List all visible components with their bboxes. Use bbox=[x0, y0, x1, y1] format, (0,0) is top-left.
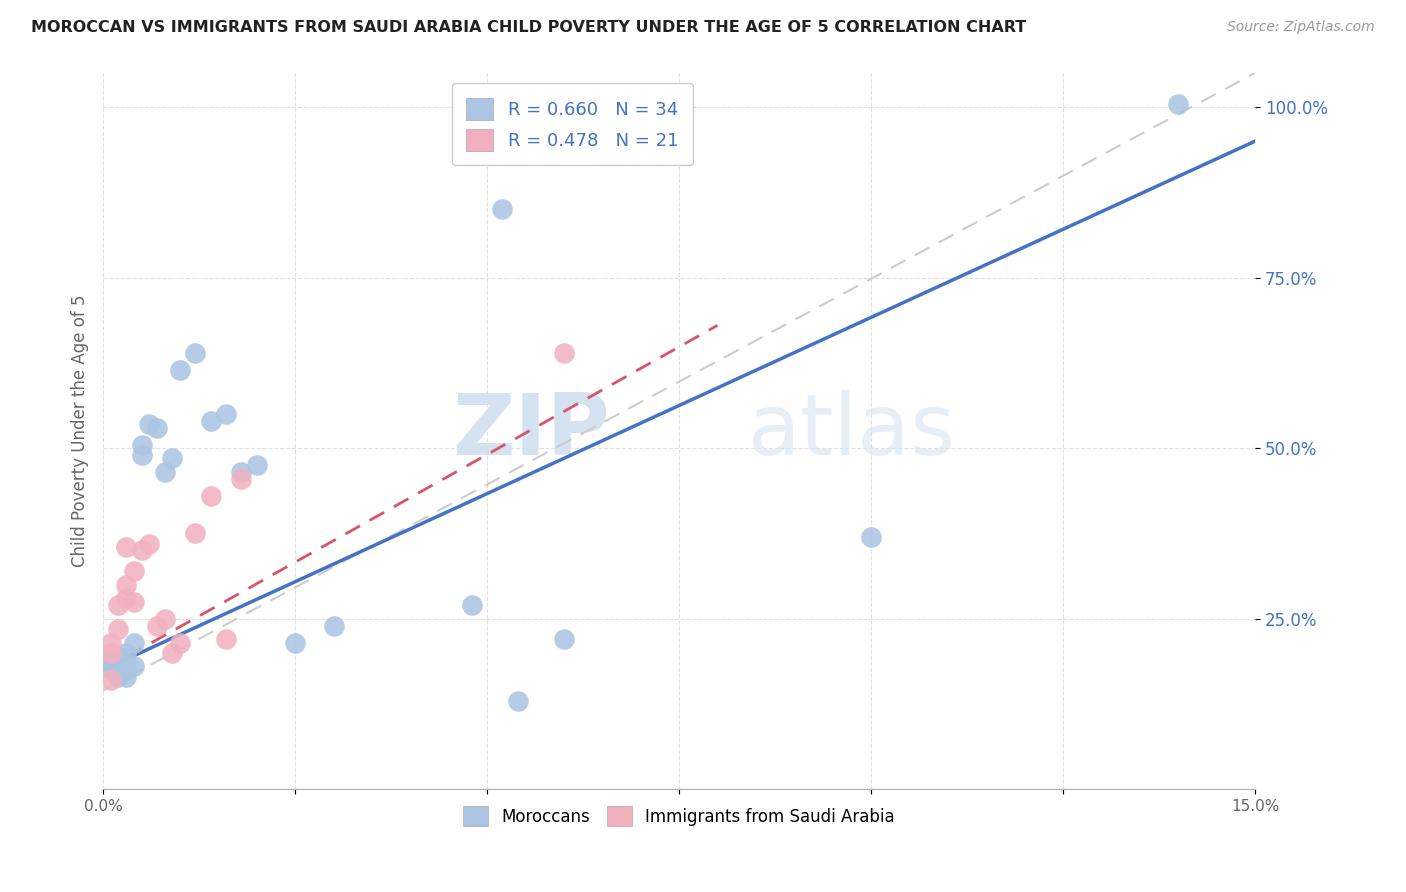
Point bbox=[231, 472, 253, 486]
Point bbox=[100, 646, 122, 660]
Point bbox=[553, 632, 575, 647]
Point bbox=[131, 448, 153, 462]
Point bbox=[107, 598, 129, 612]
Point bbox=[122, 594, 145, 608]
Point bbox=[553, 345, 575, 359]
Point bbox=[122, 635, 145, 649]
Point bbox=[100, 673, 122, 687]
Point bbox=[107, 622, 129, 636]
Legend: Moroccans, Immigrants from Saudi Arabia: Moroccans, Immigrants from Saudi Arabia bbox=[456, 797, 903, 835]
Point bbox=[100, 635, 122, 649]
Point bbox=[169, 362, 191, 376]
Point bbox=[138, 417, 160, 432]
Point bbox=[115, 670, 138, 684]
Point bbox=[215, 407, 238, 421]
Point bbox=[115, 577, 138, 591]
Text: Source: ZipAtlas.com: Source: ZipAtlas.com bbox=[1227, 20, 1375, 34]
Point bbox=[138, 536, 160, 550]
Point bbox=[100, 656, 122, 670]
Point bbox=[100, 652, 122, 666]
Point bbox=[153, 612, 176, 626]
Y-axis label: Child Poverty Under the Age of 5: Child Poverty Under the Age of 5 bbox=[72, 295, 89, 567]
Point bbox=[215, 632, 238, 647]
Point bbox=[200, 414, 222, 428]
Point bbox=[122, 564, 145, 578]
Point bbox=[184, 526, 207, 541]
Point bbox=[107, 663, 129, 677]
Point bbox=[100, 663, 122, 677]
Point bbox=[1167, 96, 1189, 111]
Point bbox=[506, 693, 529, 707]
Point bbox=[162, 451, 184, 466]
Point bbox=[491, 202, 513, 217]
Point bbox=[153, 465, 176, 479]
Text: ZIP: ZIP bbox=[453, 390, 610, 473]
Point bbox=[115, 591, 138, 606]
Point bbox=[169, 635, 191, 649]
Point bbox=[162, 646, 184, 660]
Point bbox=[146, 618, 169, 632]
Point bbox=[284, 635, 307, 649]
Text: MOROCCAN VS IMMIGRANTS FROM SAUDI ARABIA CHILD POVERTY UNDER THE AGE OF 5 CORREL: MOROCCAN VS IMMIGRANTS FROM SAUDI ARABIA… bbox=[31, 20, 1026, 35]
Point bbox=[231, 465, 253, 479]
Point bbox=[860, 530, 883, 544]
Point bbox=[107, 670, 129, 684]
Point bbox=[246, 458, 269, 473]
Point bbox=[115, 646, 138, 660]
Point bbox=[200, 489, 222, 503]
Point bbox=[115, 656, 138, 670]
Point bbox=[107, 649, 129, 664]
Point bbox=[122, 659, 145, 673]
Point bbox=[107, 656, 129, 670]
Point bbox=[322, 618, 344, 632]
Point bbox=[100, 646, 122, 660]
Point bbox=[115, 540, 138, 554]
Point bbox=[131, 543, 153, 558]
Text: atlas: atlas bbox=[748, 390, 956, 473]
Point bbox=[146, 420, 169, 434]
Point bbox=[184, 345, 207, 359]
Point bbox=[461, 598, 484, 612]
Point bbox=[115, 663, 138, 677]
Point bbox=[131, 438, 153, 452]
